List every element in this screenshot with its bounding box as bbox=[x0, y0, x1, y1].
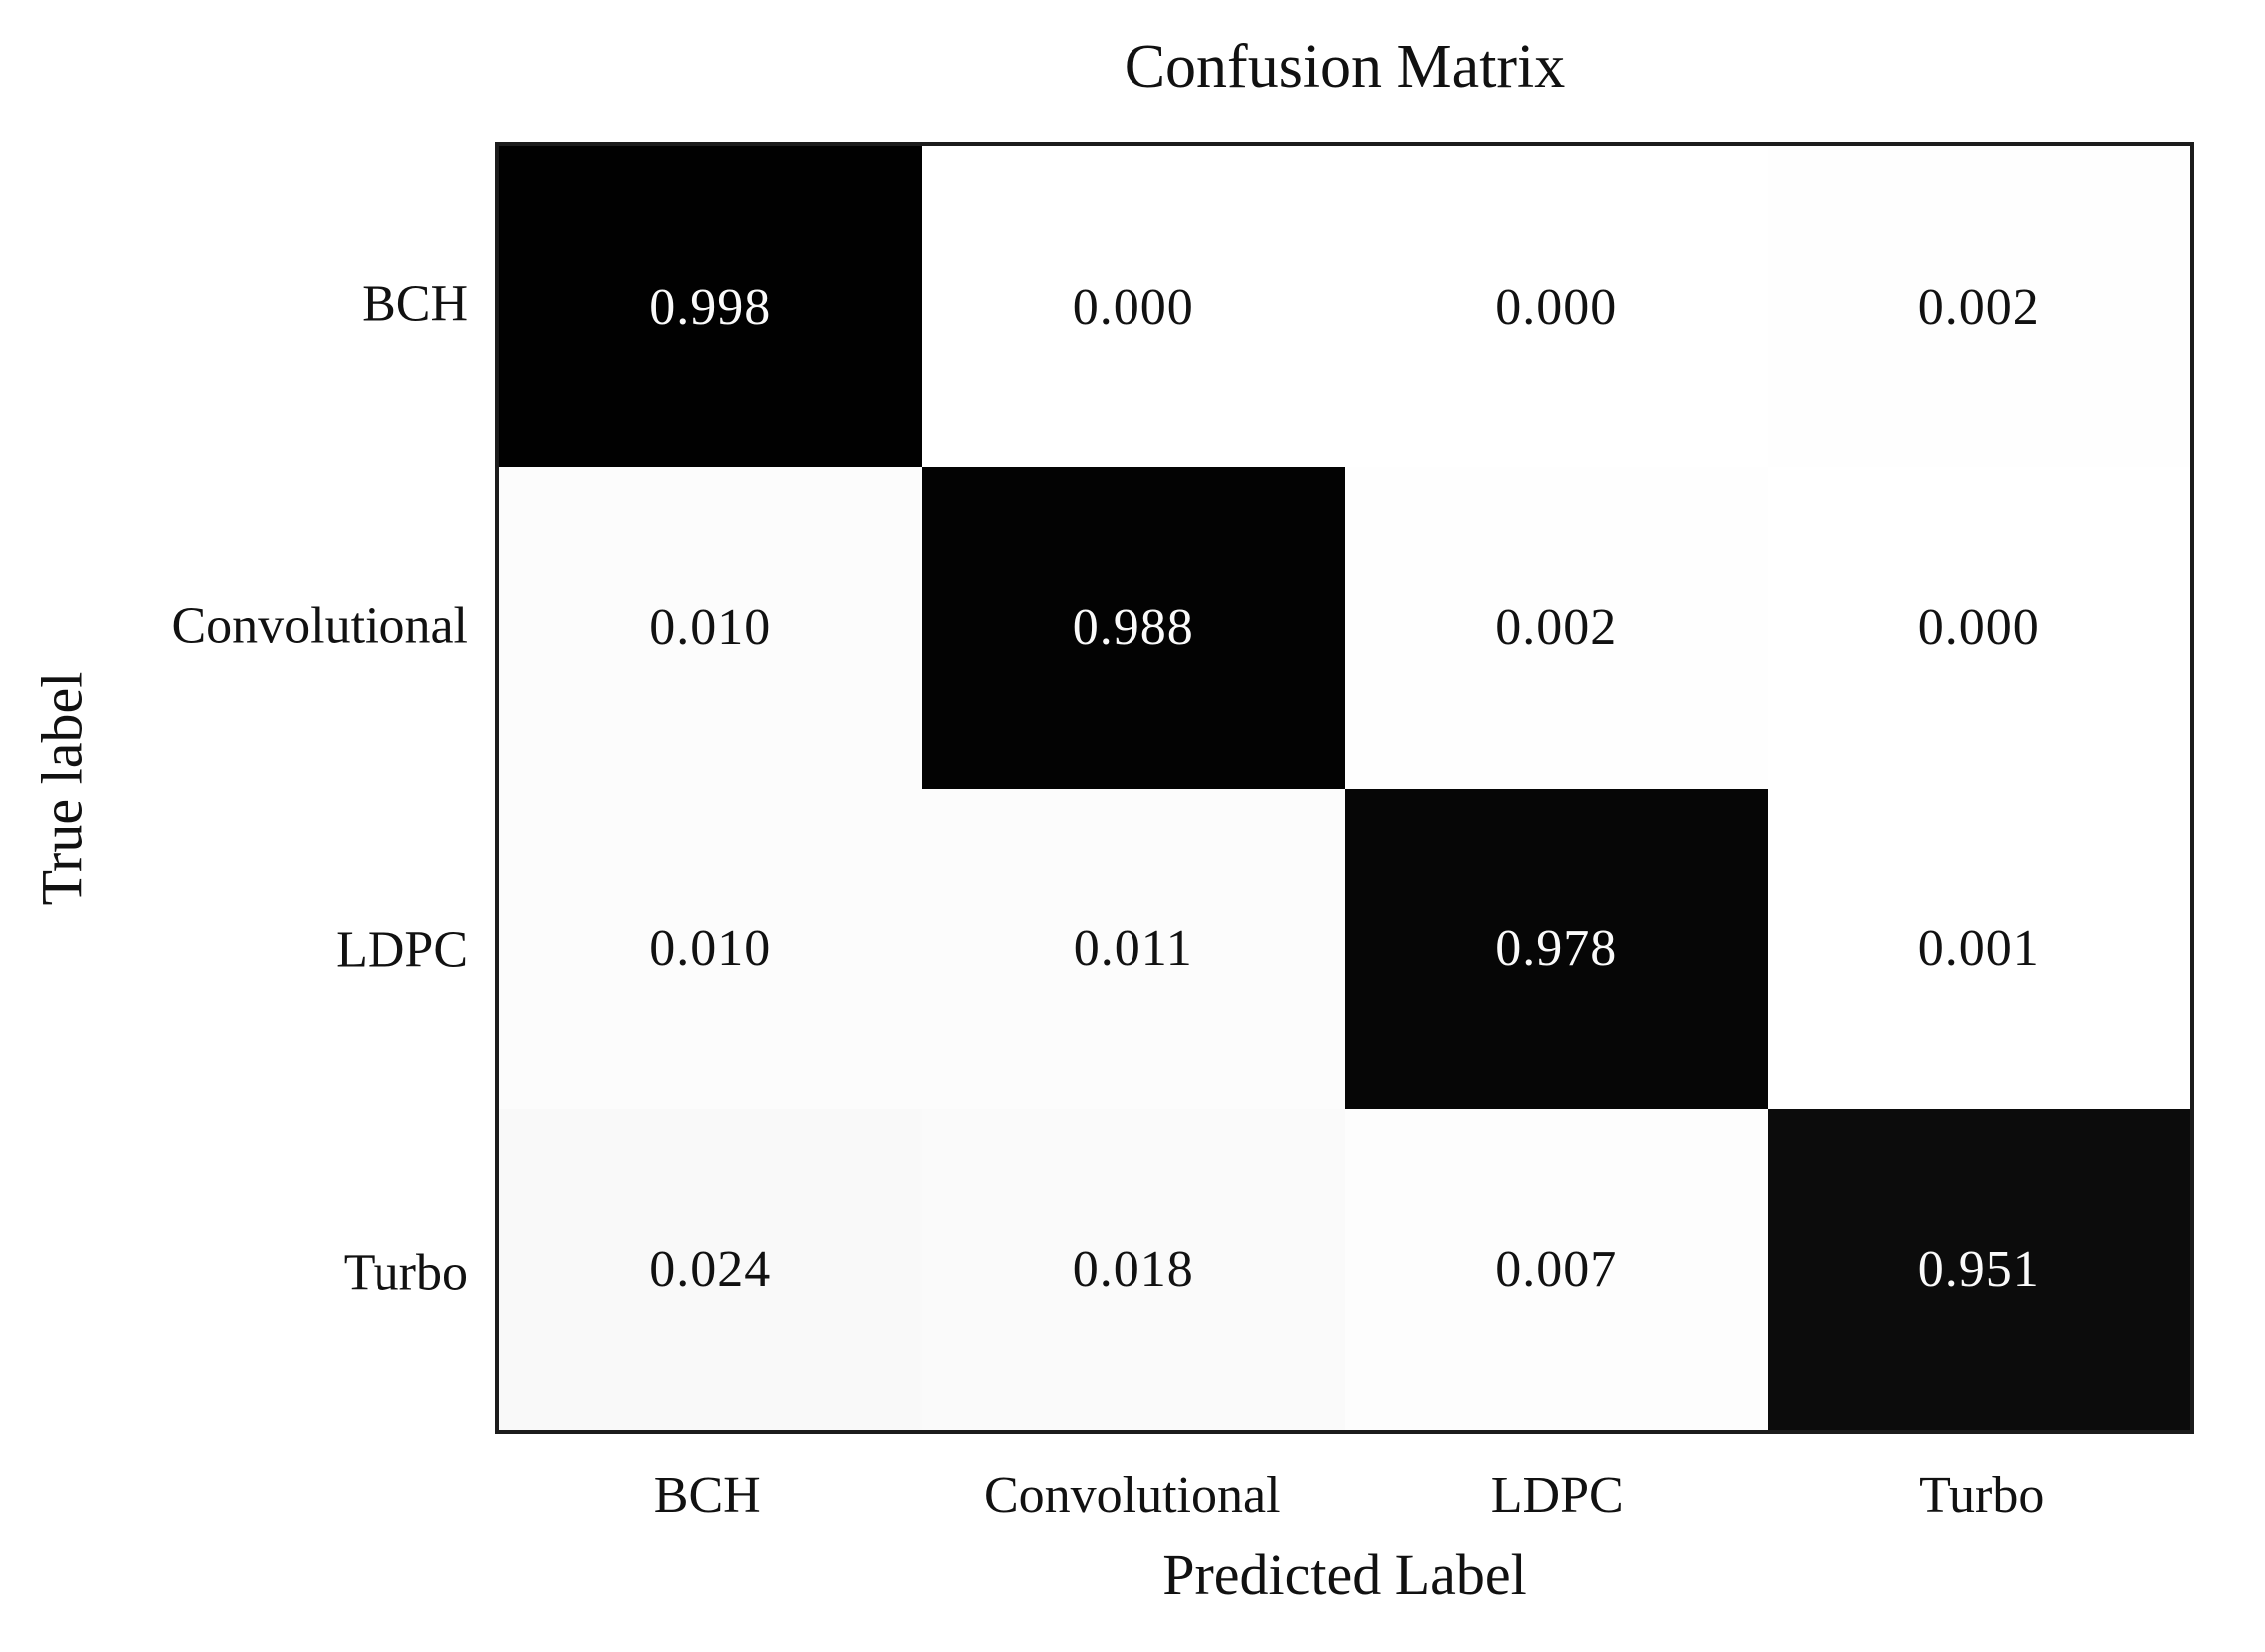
x-tick-label-Turbo: Turbo bbox=[1919, 1467, 2045, 1524]
matrix-cell-Turbo-BCH: 0.024 bbox=[499, 1108, 922, 1430]
y-axis-label: True label bbox=[29, 671, 95, 906]
x-tick-label-Convolutional: Convolutional bbox=[983, 1467, 1281, 1524]
matrix-cell-BCH-Convolutional: 0.000 bbox=[921, 146, 1345, 468]
matrix-cell-Convolutional-Convolutional: 0.988 bbox=[921, 467, 1345, 789]
x-axis-label: Predicted Label bbox=[1162, 1542, 1527, 1607]
y-tick-label-Convolutional: Convolutional bbox=[171, 597, 468, 655]
matrix-cell-LDPC-LDPC: 0.978 bbox=[1345, 788, 1768, 1109]
y-tick-label-BCH: BCH bbox=[362, 275, 468, 333]
matrix-cell-Turbo-Turbo: 0.951 bbox=[1767, 1108, 2190, 1430]
x-tick-label-BCH: BCH bbox=[653, 1467, 761, 1524]
matrix-cell-Convolutional-Turbo: 0.000 bbox=[1767, 467, 2190, 789]
matrix-cell-BCH-BCH: 0.998 bbox=[499, 146, 922, 468]
matrix-cell-Convolutional-LDPC: 0.002 bbox=[1345, 467, 1768, 789]
matrix-plot-area: 0.998 0.000 0.000 0.002 0.010 0.988 0.002 0.000… bbox=[495, 142, 2194, 1434]
matrix-cell-BCH-Turbo: 0.002 bbox=[1767, 146, 2190, 468]
matrix-cell-LDPC-Turbo: 0.001 bbox=[1767, 788, 2190, 1109]
chart-title: Confusion Matrix bbox=[1124, 33, 1566, 101]
y-tick-label-LDPC: LDPC bbox=[336, 921, 468, 979]
matrix-cell-LDPC-BCH: 0.010 bbox=[499, 788, 922, 1109]
x-tick-label-LDPC: LDPC bbox=[1490, 1467, 1624, 1524]
matrix-cell-BCH-LDPC: 0.000 bbox=[1345, 146, 1768, 468]
matrix-cell-Turbo-LDPC: 0.007 bbox=[1345, 1108, 1768, 1430]
matrix-cell-Convolutional-BCH: 0.010 bbox=[499, 467, 922, 789]
y-tick-label-Turbo: Turbo bbox=[343, 1244, 468, 1301]
matrix-cell-Turbo-Convolutional: 0.018 bbox=[921, 1108, 1345, 1430]
matrix-cell-LDPC-Convolutional: 0.011 bbox=[921, 788, 1345, 1109]
